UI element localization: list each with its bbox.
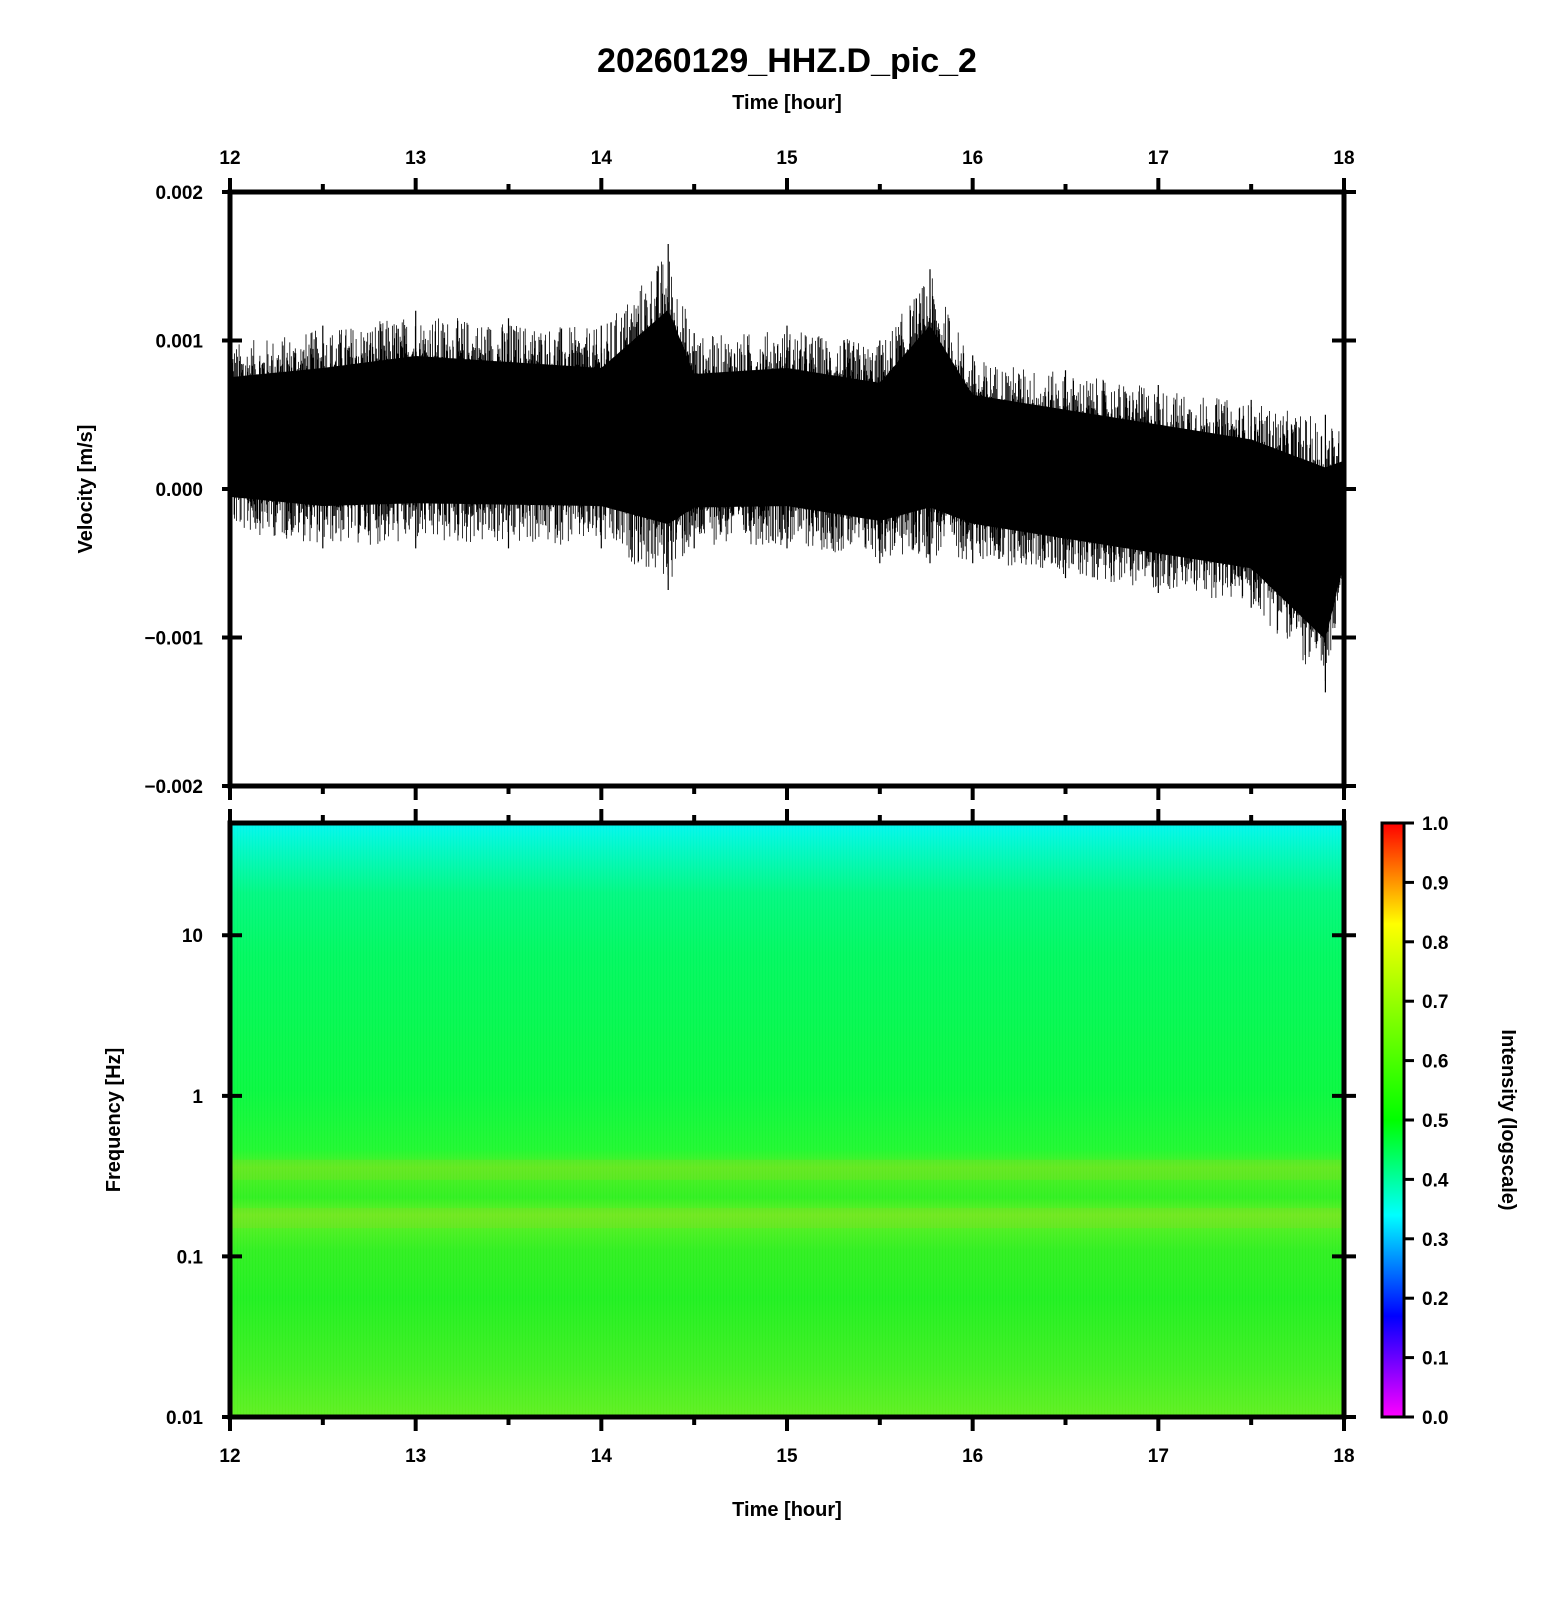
colorbar-tick-label: 0.3	[1422, 1230, 1448, 1251]
colorbar-tick-label: 0.6	[1422, 1052, 1448, 1073]
bottom-x-tick-label: 12	[219, 1446, 240, 1467]
waveform-y-tick-label: −0.002	[144, 777, 203, 798]
colorbar-label: Intensity (logscale)	[1497, 1029, 1519, 1210]
top-x-axis-label: Time [hour]	[732, 92, 842, 114]
colorbar-tick-label: 0.1	[1422, 1349, 1449, 1370]
waveform-y-tick-label: 0.000	[155, 480, 203, 501]
top-x-tick-label: 18	[1333, 148, 1354, 169]
waveform-trace	[230, 244, 1344, 693]
waveform-y-tick-label: −0.001	[144, 629, 203, 650]
bottom-x-tick-label: 13	[405, 1446, 426, 1467]
colorbar-tick-label: 0.4	[1422, 1170, 1449, 1191]
waveform-y-tick-label: 0.002	[155, 183, 203, 204]
chart-title: 20260129_HHZ.D_pic_2	[597, 42, 977, 80]
colorbar	[1380, 821, 1406, 1419]
bottom-x-axis-label: Time [hour]	[732, 1499, 842, 1521]
bottom-x-tick-label: 14	[591, 1446, 613, 1467]
colorbar-tick-label: 0.2	[1422, 1289, 1448, 1310]
colorbar-tick-label: 0.0	[1422, 1408, 1448, 1429]
top-x-tick-label: 13	[405, 148, 426, 169]
spectrogram-band	[230, 1159, 1344, 1180]
spectrogram-y-tick-label: 0.1	[177, 1247, 204, 1268]
colorbar-tick-label: 0.9	[1422, 873, 1448, 894]
waveform-y-tick-label: 0.001	[155, 332, 203, 353]
colorbar-tick-label: 1.0	[1422, 814, 1448, 835]
top-x-tick-label: 12	[219, 148, 240, 169]
spectrogram-band	[230, 1208, 1344, 1229]
waveform-panel	[227, 189, 1347, 789]
bottom-x-tick-label: 15	[776, 1446, 798, 1467]
colorbar-tick-label: 0.7	[1422, 992, 1448, 1013]
top-x-tick-label: 15	[776, 148, 798, 169]
colorbar-gradient	[1380, 821, 1406, 1419]
spectrogram-panel	[227, 820, 1347, 1420]
spectrogram-y-axis-label: Frequency [Hz]	[103, 1048, 125, 1192]
waveform-y-axis-label: Velocity [m/s]	[75, 425, 97, 554]
colorbar-tick-label: 0.5	[1422, 1111, 1449, 1132]
top-x-tick-label: 17	[1148, 148, 1169, 169]
spectrogram-stripes	[230, 823, 1344, 1417]
spectrogram-texture	[230, 823, 1344, 1417]
spectrogram-heatmap	[230, 823, 1344, 1417]
spectrogram-y-tick-label: 1	[192, 1087, 203, 1108]
spectrogram-y-tick-label: 10	[182, 926, 203, 947]
top-x-tick-label: 14	[591, 148, 613, 169]
bottom-x-tick-label: 17	[1148, 1446, 1169, 1467]
spectrogram-y-tick-label: 0.01	[166, 1408, 203, 1429]
top-x-tick-label: 16	[962, 148, 983, 169]
colorbar-tick-label: 0.8	[1422, 933, 1448, 954]
bottom-x-tick-label: 16	[962, 1446, 983, 1467]
bottom-x-tick-label: 18	[1333, 1446, 1354, 1467]
